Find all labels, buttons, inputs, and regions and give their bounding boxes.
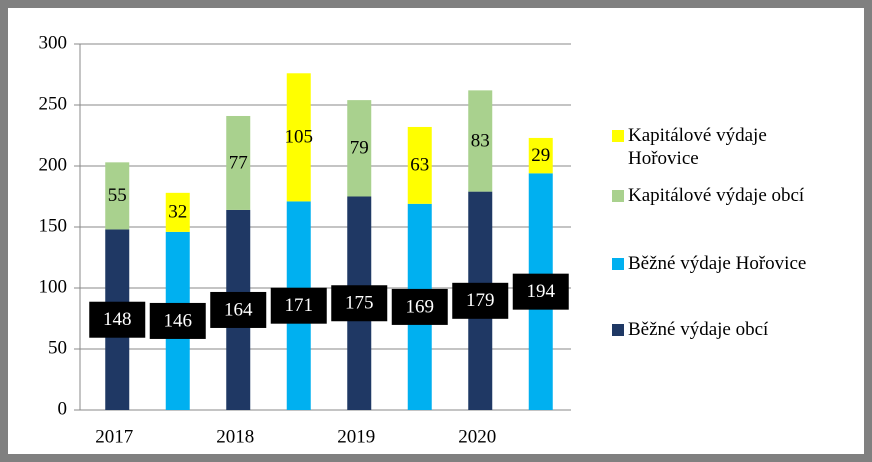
data-label: 63 [410,155,429,176]
y-tick-label: 150 [39,215,68,236]
data-label: 194 [527,281,556,302]
bar-segment [226,115,251,210]
y-tick-label: 100 [39,276,68,297]
legend-swatch [612,324,624,336]
data-label-box [452,282,509,319]
data-label: 83 [471,130,490,151]
x-tick-label: 2017 [95,426,133,447]
data-label: 169 [406,296,435,317]
bar-segment [347,100,372,197]
legend-label: Běžné výdaje Hořovice [628,253,807,274]
legend-label: Kapitálové výdaje obcí [628,185,805,206]
bar-segment [468,90,493,192]
data-label: 29 [531,145,550,166]
data-label: 146 [164,310,193,331]
legend-swatch [612,258,624,270]
bar-segment [165,192,190,232]
legend-entry: Běžné výdaje obcí [612,318,868,341]
bar-segment [528,137,553,174]
data-label-box [89,301,146,338]
data-label-box [512,273,569,310]
data-label: 171 [285,295,314,316]
data-label-box [210,291,267,328]
bar-segment [286,73,311,202]
y-tick-label: 250 [39,93,68,114]
legend-swatch [612,190,624,202]
data-label: 55 [108,185,127,206]
data-label: 77 [229,152,248,173]
data-label: 32 [168,202,187,223]
data-label-box [270,287,327,324]
data-label: 105 [285,127,314,148]
x-tick-label: 2018 [216,426,254,447]
legend-entry: Kapitálové výdaje Hořovice [612,124,818,170]
data-label: 175 [345,293,374,314]
y-tick-label: 300 [39,32,68,53]
y-tick-label: 0 [58,398,68,419]
data-label-box [149,302,206,339]
legend-label: Kapitálové výdaje Hořovice [628,125,767,169]
legend-swatch [612,130,624,142]
data-label-box [331,285,388,322]
legend-label: Běžné výdaje obcí [628,319,769,340]
data-label: 164 [224,299,253,320]
bar-segment [105,162,130,230]
legend-entry: Kapitálové výdaje obcí [612,184,868,207]
data-label: 148 [103,309,132,330]
legend-entry: Běžné výdaje Hořovice [612,252,868,275]
data-label-box [391,288,448,325]
data-label: 179 [466,290,495,311]
data-label: 79 [350,138,369,159]
bar-segment [407,126,432,204]
x-tick-label: 2020 [458,426,496,447]
x-tick-label: 2019 [337,426,375,447]
y-tick-label: 200 [39,154,68,175]
chart-area [8,8,864,454]
y-tick-label: 50 [48,337,67,358]
